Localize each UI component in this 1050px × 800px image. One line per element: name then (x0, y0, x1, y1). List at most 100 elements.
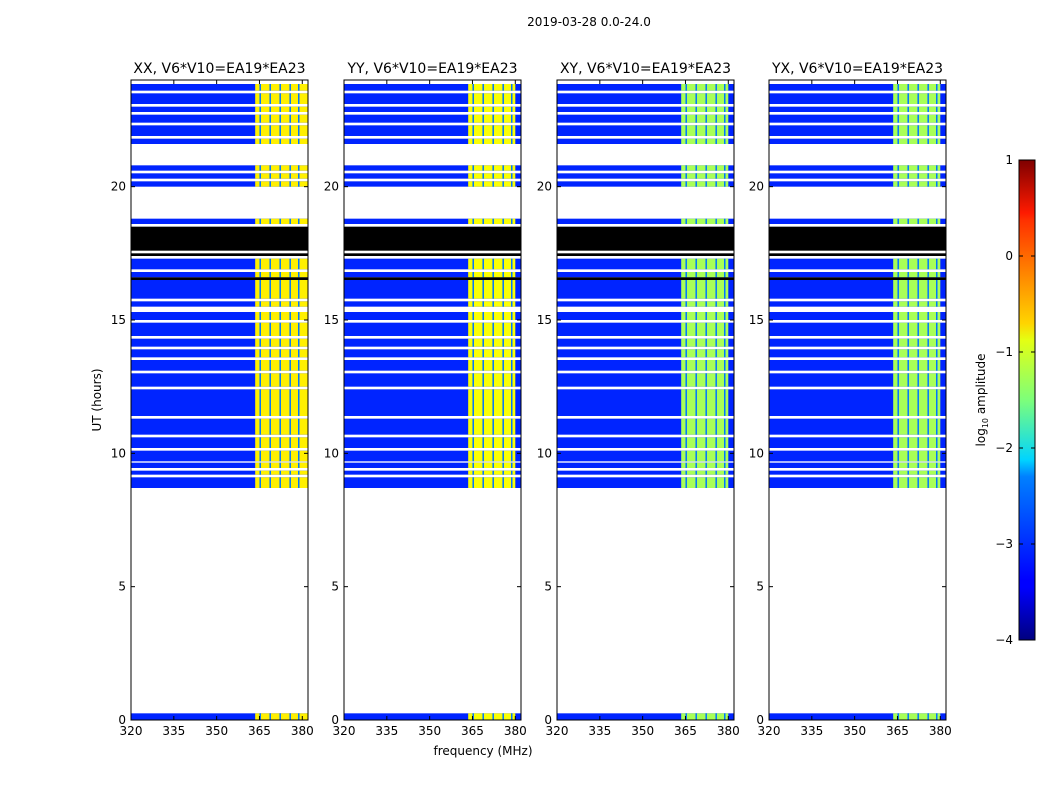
rfi-channel (705, 258, 707, 270)
rfi-channel (715, 713, 717, 720)
data-row (557, 338, 734, 347)
rfi-channel (279, 258, 281, 270)
rfi-channel (298, 450, 300, 462)
bright-band (255, 181, 308, 187)
bright-band (468, 450, 516, 462)
rfi-channel (482, 106, 484, 112)
rfi-channel (705, 462, 707, 468)
y-tick-label: 20 (111, 180, 126, 194)
rfi-channel (917, 470, 919, 475)
data-row (557, 258, 734, 270)
rfi-channel (259, 173, 261, 179)
rfi-channel (936, 450, 938, 462)
rfi-channel (715, 312, 717, 320)
rfi-channel (705, 373, 707, 387)
rfi-channel (897, 173, 899, 179)
rfi-channel (705, 106, 707, 112)
rfi-channel (298, 301, 300, 307)
x-tick-label: 380 (291, 724, 314, 738)
data-row (557, 462, 734, 468)
rfi-channel (482, 713, 484, 720)
x-tick-label: 335 (588, 724, 611, 738)
colorbar-label: log10 amplitude (974, 354, 990, 447)
x-tick-label: 365 (248, 724, 271, 738)
rfi-channel (724, 477, 726, 488)
rfi-channel (502, 713, 504, 720)
rfi-channel (482, 349, 484, 358)
bright-band (893, 462, 941, 468)
rfi-channel (269, 258, 271, 270)
rfi-channel (917, 360, 919, 371)
rfi-channel (936, 418, 938, 435)
rfi-channel (502, 470, 504, 475)
flagged-row (344, 277, 521, 280)
rfi-channel (724, 389, 726, 416)
rfi-channel (269, 106, 271, 112)
data-row (131, 258, 308, 270)
bright-band (893, 165, 941, 171)
rfi-channel (695, 165, 697, 171)
rfi-channel (695, 301, 697, 307)
y-tick-label: 0 (331, 713, 339, 727)
rfi-channel (907, 338, 909, 347)
data-row (557, 450, 734, 462)
rfi-channel (705, 477, 707, 488)
rfi-channel (897, 181, 899, 187)
rfi-channel (279, 477, 281, 488)
bright-band (468, 272, 516, 278)
bright-band (681, 218, 729, 224)
rfi-channel (927, 338, 929, 347)
data-row (344, 84, 521, 91)
bright-band (681, 322, 729, 336)
rfi-channel (695, 93, 697, 104)
rfi-channel (715, 181, 717, 187)
flagged-row (557, 277, 734, 280)
rfi-channel (897, 272, 899, 278)
rfi-channel (715, 106, 717, 112)
rfi-channel (482, 93, 484, 104)
rfi-channel (705, 389, 707, 416)
x-tick-label: 320 (333, 724, 356, 738)
rfi-channel (685, 418, 687, 435)
rfi-channel (917, 138, 919, 144)
rfi-channel (289, 437, 291, 448)
data-row (557, 93, 734, 104)
rfi-channel (927, 373, 929, 387)
rfi-channel (907, 462, 909, 468)
rfi-channel (492, 125, 494, 136)
rfi-channel (511, 349, 513, 358)
rfi-channel (502, 389, 504, 416)
rfi-channel (724, 173, 726, 179)
data-row (131, 450, 308, 462)
flagged-row (131, 226, 308, 251)
rfi-channel (502, 338, 504, 347)
rfi-channel (724, 349, 726, 358)
bright-band (468, 301, 516, 307)
rfi-channel (715, 301, 717, 307)
rfi-channel (695, 373, 697, 387)
rfi-channel (511, 338, 513, 347)
bright-band (681, 258, 729, 270)
rfi-channel (917, 418, 919, 435)
data-row (769, 181, 946, 187)
rfi-channel (279, 462, 281, 468)
data-row (557, 437, 734, 448)
data-row (344, 93, 521, 104)
rfi-channel (269, 389, 271, 416)
rfi-channel (289, 84, 291, 91)
rfi-channel (897, 373, 899, 387)
data-row (769, 272, 946, 278)
rfi-channel (279, 165, 281, 171)
rfi-channel (927, 312, 929, 320)
data-row (131, 349, 308, 358)
rfi-channel (259, 373, 261, 387)
rfi-channel (289, 450, 291, 462)
rfi-channel (492, 272, 494, 278)
rfi-channel (492, 322, 494, 336)
rfi-channel (298, 258, 300, 270)
rfi-channel (705, 360, 707, 371)
rfi-channel (907, 84, 909, 91)
rfi-channel (936, 477, 938, 488)
rfi-channel (269, 114, 271, 123)
rfi-channel (289, 93, 291, 104)
